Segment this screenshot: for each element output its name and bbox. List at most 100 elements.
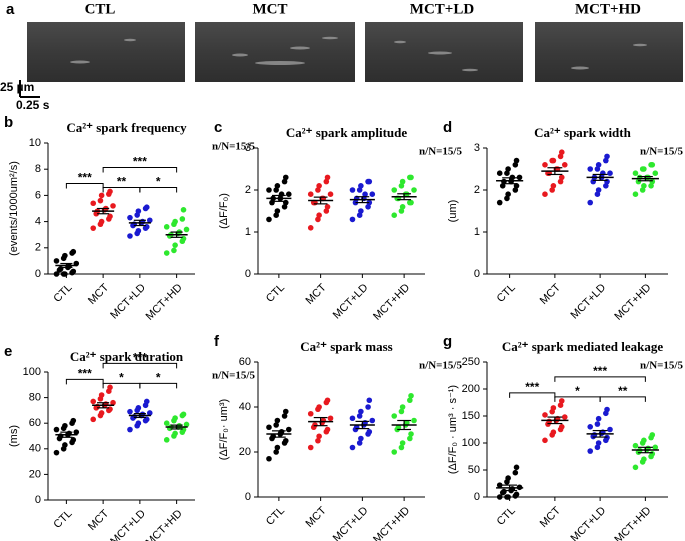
data-point	[316, 433, 322, 440]
chart-title: Ca²⁺ spark amplitude	[286, 125, 408, 140]
x-tick-label: MCT	[86, 281, 112, 307]
data-point	[512, 187, 519, 193]
data-point	[172, 218, 178, 225]
data-point	[172, 242, 178, 248]
data-point	[266, 455, 272, 462]
data-point	[398, 208, 405, 214]
data-point	[127, 233, 133, 239]
data-point	[107, 188, 113, 195]
y-tick-label: 200	[462, 383, 480, 395]
data-point	[399, 404, 406, 410]
data-point	[408, 199, 414, 206]
chart-title: Ca²⁺ spark width	[534, 125, 631, 140]
kymograph-image	[195, 22, 355, 82]
data-point	[366, 428, 373, 435]
data-point	[146, 410, 153, 416]
data-point	[135, 227, 142, 234]
data-point	[542, 412, 548, 418]
data-point	[282, 174, 289, 181]
error-bar	[170, 424, 183, 430]
data-point	[512, 162, 519, 168]
x-tick-label: MCT+LD	[331, 505, 371, 541]
data-point	[365, 204, 371, 210]
x-tick-label: MCT	[303, 504, 329, 530]
data-point	[282, 437, 289, 444]
panel-letter: g	[443, 333, 452, 350]
error-bar	[60, 262, 73, 269]
x-tick-label: MCT+HD	[612, 505, 653, 541]
data-point	[62, 422, 68, 429]
y-tick-label: 2	[474, 184, 480, 196]
data-point	[323, 208, 330, 214]
data-point	[542, 191, 548, 197]
x-tick-label: CTL	[495, 505, 518, 528]
x-tick-label: MCT+HD	[612, 282, 653, 323]
data-point	[183, 421, 190, 428]
data-point	[163, 437, 170, 443]
kymograph-label: MCT+HD	[575, 1, 641, 17]
kymograph-label: CTL	[85, 1, 116, 17]
data-point	[98, 392, 105, 398]
data-point	[327, 191, 334, 197]
data-point	[550, 429, 557, 436]
data-point	[180, 207, 187, 213]
data-point	[366, 397, 373, 404]
data-point	[603, 183, 609, 189]
data-point	[558, 398, 565, 404]
data-point	[163, 420, 170, 427]
data-point	[505, 166, 511, 172]
kymograph-label: MCT+LD	[410, 1, 475, 17]
data-point	[604, 153, 610, 160]
data-point	[499, 183, 506, 189]
y-tick-label: 2	[245, 184, 251, 196]
data-point	[281, 413, 288, 419]
data-point	[62, 252, 68, 259]
significance-label: **	[618, 384, 628, 398]
y-tick-label: 20	[239, 446, 251, 458]
y-tick-label: 4	[35, 216, 41, 228]
y-tick-label: 0	[245, 491, 251, 503]
data-point	[274, 183, 281, 189]
scale-label: 25 µm	[0, 80, 34, 94]
significance-label: ***	[78, 171, 92, 185]
y-tick-label: 3	[245, 142, 251, 154]
error-bar	[355, 196, 370, 204]
y-tick-label: 150	[462, 410, 480, 422]
significance-bracket	[102, 362, 178, 369]
y-axis-label: (ΔF/F₀)	[218, 193, 230, 229]
data-point	[127, 214, 133, 221]
data-point	[649, 432, 656, 438]
data-point	[404, 419, 410, 426]
panel-letter: b	[4, 114, 13, 131]
data-point	[607, 426, 613, 433]
data-point	[550, 157, 557, 164]
data-point	[398, 183, 405, 189]
data-point	[62, 271, 68, 277]
y-tick-label: 250	[462, 356, 480, 368]
data-point	[496, 170, 503, 176]
y-tick-label: 0	[35, 268, 41, 280]
data-point	[513, 491, 520, 498]
data-point	[356, 187, 363, 193]
data-point	[496, 199, 503, 206]
data-point	[558, 174, 565, 181]
data-point	[97, 197, 104, 204]
y-tick-label: 50	[468, 464, 480, 476]
data-point	[399, 178, 406, 185]
data-point	[391, 413, 398, 419]
data-point	[266, 424, 272, 431]
data-point	[180, 235, 187, 242]
data-point	[595, 187, 602, 193]
y-tick-label: 6	[35, 189, 41, 201]
data-point	[595, 162, 602, 168]
significance-label: ***	[133, 155, 147, 169]
significance-bracket	[554, 376, 646, 382]
data-point	[641, 166, 647, 172]
data-point	[163, 250, 170, 256]
x-tick-label: MCT+HD	[371, 282, 412, 323]
x-tick-label: MCT+LD	[108, 282, 148, 322]
data-point	[110, 203, 116, 209]
data-point	[648, 183, 654, 189]
significance-label: *	[575, 384, 580, 398]
data-point	[172, 430, 178, 437]
